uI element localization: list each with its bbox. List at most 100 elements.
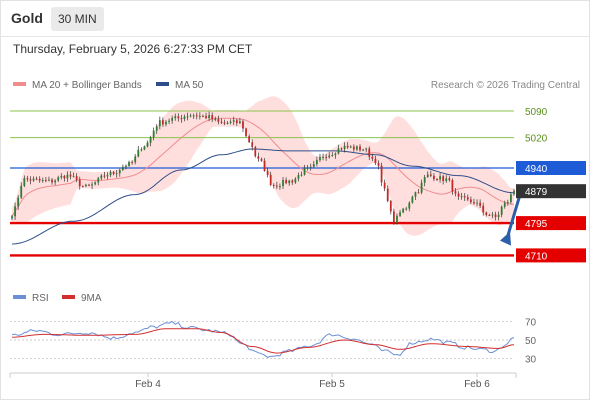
candle-body [445, 178, 448, 182]
candle-body [266, 171, 269, 175]
symbol-label: Gold [11, 10, 43, 26]
candle-body [57, 177, 60, 181]
candle-body [232, 120, 235, 122]
candle-body [103, 175, 106, 177]
timeframe-button[interactable]: 30 MIN [51, 7, 104, 31]
candle-body [352, 146, 355, 150]
candle-body [377, 163, 380, 166]
candle-body [202, 115, 204, 117]
candle-body [319, 157, 321, 161]
level-label-4940: 4940 [525, 164, 548, 175]
candle-body [214, 118, 217, 120]
legend-ma20-label: MA 20 + Bollinger Bands [32, 80, 142, 91]
x-tick-label: Feb 6 [464, 379, 490, 390]
candle-body [260, 158, 263, 161]
candle-body [251, 142, 254, 148]
projection-head [500, 231, 511, 246]
candle-body [155, 126, 158, 131]
candle-body [503, 202, 506, 207]
candle-body [303, 168, 306, 175]
candle-body [235, 120, 238, 124]
candle-body [51, 179, 53, 183]
candle-body [97, 178, 100, 183]
candle-body [451, 180, 454, 192]
candle-body [41, 180, 44, 182]
candle-body [112, 171, 115, 174]
candle-body [282, 179, 284, 187]
candle-body [473, 202, 475, 204]
level-tag-4710 [516, 248, 586, 263]
candle-body [85, 184, 87, 187]
level-tag-4879 [516, 184, 586, 199]
ma50-swatch [156, 82, 169, 87]
candle-body [11, 216, 13, 219]
candle-body [60, 175, 63, 178]
candle-body [131, 161, 134, 163]
candle-body [337, 148, 340, 154]
candle-body [275, 185, 278, 187]
candle-body [174, 116, 177, 119]
legend-rsi-ma: 9MA [62, 293, 102, 304]
candle-body [389, 200, 392, 212]
copyright-label: Research © 2026 Trading Central [430, 80, 580, 91]
candle-body [26, 178, 29, 180]
candle-body [359, 146, 361, 151]
candle-body [411, 196, 414, 203]
level-label-4710: 4710 [525, 251, 548, 262]
candle-body [457, 193, 460, 197]
candle-body [48, 179, 50, 181]
candle-body [226, 122, 229, 124]
candle-body [109, 171, 112, 176]
candle-body [506, 202, 509, 204]
candle-body [417, 192, 420, 194]
candle-body [168, 120, 170, 122]
projection-arrow [500, 194, 522, 246]
candle-body [362, 149, 364, 151]
candle-body [66, 174, 69, 179]
candle-body [371, 156, 374, 159]
candle-body [94, 182, 97, 185]
candle-body [312, 164, 315, 167]
candle-body [248, 136, 251, 143]
candle-body [448, 178, 451, 181]
candle-body [426, 174, 429, 178]
candle-body [208, 115, 211, 119]
legend-ma50-label: MA 50 [175, 80, 204, 91]
bollinger-band [12, 96, 514, 236]
candle-body [29, 179, 32, 181]
x-axis: Feb 4 Feb 5 Feb 6 [9, 372, 517, 390]
candle-body [263, 160, 266, 172]
candle-body [513, 191, 515, 195]
candle-body [365, 148, 368, 150]
candle-body [485, 212, 488, 216]
legend-rsi-ma-label: 9MA [81, 293, 102, 304]
projection-shaft [505, 194, 522, 240]
candle-body [91, 184, 93, 186]
rsi-ma-line [11, 328, 515, 354]
rsi-panel: 70 50 30 [10, 317, 537, 366]
candle-body [322, 156, 324, 158]
candle-body [488, 215, 491, 217]
candle-body [356, 146, 358, 150]
candle-body [152, 130, 155, 138]
candle-body [186, 116, 189, 118]
candle-body [245, 128, 247, 137]
candle-body [38, 178, 41, 181]
candle-body [436, 179, 438, 181]
candle-body [460, 196, 463, 198]
candle-body [429, 174, 432, 176]
ma20-line [11, 117, 514, 217]
candle-body [72, 176, 75, 178]
candle-body [205, 115, 207, 119]
candle-body [463, 196, 466, 198]
candle-body [408, 202, 411, 209]
candle-body [88, 184, 90, 186]
candle-body [75, 176, 78, 180]
candle-body [466, 197, 469, 200]
candle-body [121, 166, 124, 171]
candle-body [297, 175, 300, 179]
rsi-swatch [13, 295, 26, 300]
level-tag-4940 [516, 161, 586, 175]
candle-body [189, 115, 192, 117]
